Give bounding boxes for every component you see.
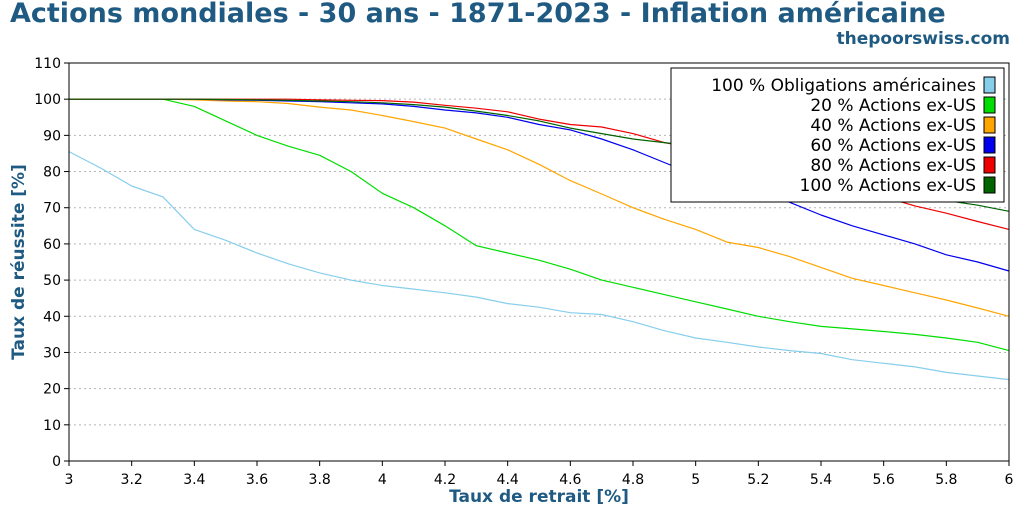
x-tick-label: 3.4 xyxy=(183,472,205,488)
y-tick-label: 30 xyxy=(43,345,61,361)
y-tick-label: 80 xyxy=(43,165,61,181)
site-credit: thepoorswiss.com xyxy=(836,29,1011,49)
series-line-1 xyxy=(68,151,1010,381)
x-tick-label: 3.2 xyxy=(121,472,143,488)
legend-label-6: 100 % Actions ex-US xyxy=(800,176,977,196)
x-tick-label: 3 xyxy=(65,472,74,488)
x-tick-label: 5.2 xyxy=(747,472,769,488)
y-tick-label: 60 xyxy=(43,237,61,253)
y-tick-label: 40 xyxy=(43,309,61,325)
x-tick-label: 5.6 xyxy=(873,472,895,488)
x-tick-label: 5.4 xyxy=(810,472,832,488)
x-tick-label: 6 xyxy=(1005,472,1014,488)
legend-label-3: 40 % Actions ex-US xyxy=(810,116,976,136)
y-tick-label: 110 xyxy=(34,56,61,72)
x-tick-label: 3.6 xyxy=(246,472,268,488)
legend-label-5: 80 % Actions ex-US xyxy=(810,156,976,176)
x-tick-label: 5.8 xyxy=(935,472,957,488)
y-tick-label: 50 xyxy=(43,273,61,289)
x-tick-label: 3.8 xyxy=(309,472,331,488)
x-tick-label: 4.4 xyxy=(497,472,519,488)
legend-swatch-4 xyxy=(983,136,996,154)
legend-label-1: 100 % Obligations américaines xyxy=(711,76,976,96)
legend-label-2: 20 % Actions ex-US xyxy=(810,96,976,116)
x-tick-label: 4.6 xyxy=(559,472,581,488)
y-tick-label: 10 xyxy=(43,418,61,434)
legend-swatch-1 xyxy=(983,76,996,94)
x-tick-label: 5 xyxy=(691,472,700,488)
y-tick-label: 20 xyxy=(43,382,61,398)
x-tick-label: 4.8 xyxy=(622,472,644,488)
x-tick-label: 4 xyxy=(378,472,387,488)
x-axis-label: Taux de retrait [%] xyxy=(449,487,629,507)
y-tick-label: 0 xyxy=(52,454,61,470)
page-title: Actions mondiales - 30 ans - 1871-2023 -… xyxy=(10,0,946,29)
x-tick-label: 4.2 xyxy=(434,472,456,488)
y-tick-label: 100 xyxy=(34,92,61,108)
grid-lines xyxy=(69,98,1009,426)
legend-box xyxy=(670,67,1005,203)
plot-frame xyxy=(68,62,1010,462)
series-line-3 xyxy=(69,98,1010,317)
legend-swatch-3 xyxy=(983,116,996,134)
axes: 0 10 20 30 40 50 60 70 80 90 100 110 3 3.2 3.4 3.6 3.8 4 4… xyxy=(34,56,1013,488)
series-line-2 xyxy=(69,98,1010,352)
y-tick-label: 90 xyxy=(43,128,61,144)
legend-swatch-2 xyxy=(983,96,996,114)
legend-swatch-6 xyxy=(983,176,996,194)
legend-swatch-5 xyxy=(983,156,996,174)
y-tick-label: 70 xyxy=(43,201,61,217)
y-axis-label: Taux de réussite [%] xyxy=(9,164,29,360)
legend-label-4: 60 % Actions ex-US xyxy=(810,136,976,156)
